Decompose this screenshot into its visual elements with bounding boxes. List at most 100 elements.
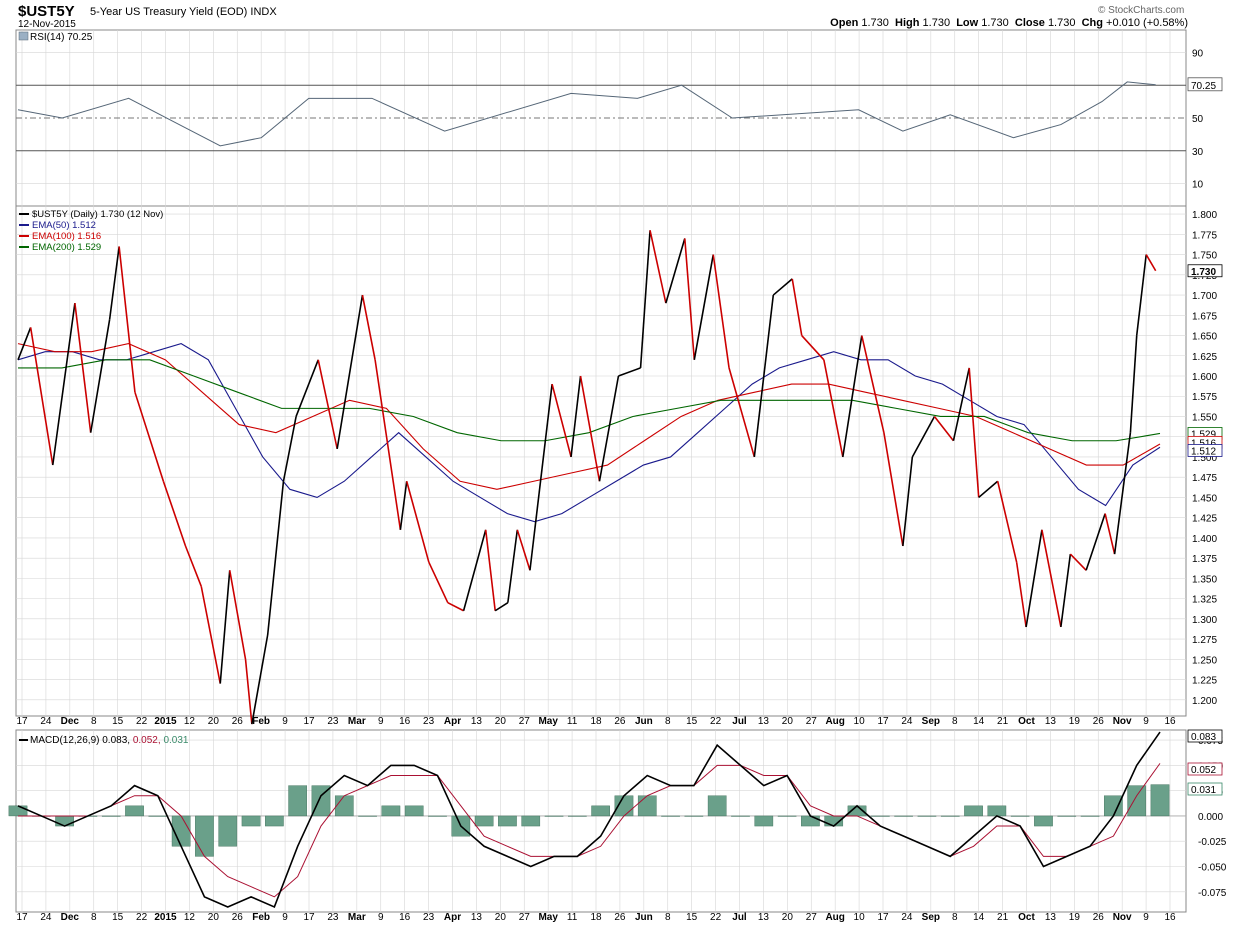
macd-histogram-bar (894, 815, 913, 817)
macd-histogram-bar (1034, 815, 1053, 827)
x-tick-label: 12 (184, 716, 196, 727)
ema50-line (17, 343, 1161, 523)
x-tick-label: 18 (590, 912, 602, 923)
x-tick-label: 20 (782, 716, 794, 727)
x-tick-label: 17 (303, 912, 315, 923)
rsi-legend: RSI(14) 70.25 (18, 31, 93, 43)
price-segment (1015, 562, 1027, 628)
ema100-line (17, 343, 1161, 490)
price-segment (570, 375, 582, 458)
x-tick-label: 23 (423, 912, 435, 923)
price-segment (134, 391, 165, 482)
x-tick-label: Dec (61, 716, 80, 727)
macd-histogram-bar (917, 815, 937, 817)
x-tick-label: 17 (16, 716, 28, 727)
x-tick-label: 10 (854, 716, 866, 727)
price-segment (529, 384, 553, 571)
x-tick-label: 20 (208, 912, 220, 923)
high-label: High (895, 17, 920, 29)
price-segment (1085, 513, 1106, 571)
macd-histogram-bar (195, 815, 214, 857)
price-tick-label: 1.675 (1192, 311, 1217, 322)
x-tick-label: 9 (1143, 716, 1149, 727)
x-tick-label: 10 (854, 912, 866, 923)
price-tick-label: 1.550 (1192, 412, 1217, 423)
price-segment (1113, 432, 1132, 555)
x-tick-label: Jun (635, 716, 653, 727)
price-segment (447, 601, 464, 612)
price-segment (89, 319, 111, 433)
price-segment (374, 359, 402, 530)
price-segment (51, 303, 76, 466)
x-tick-label: 26 (232, 716, 244, 727)
price-segment (17, 327, 32, 361)
x-tick-label: 13 (1045, 912, 1057, 923)
price-segment (184, 545, 203, 587)
x-tick-label: 8 (91, 716, 97, 727)
macd-histogram-bar (707, 795, 727, 817)
rsi-current-box (1187, 77, 1223, 92)
macd-signal-line (18, 763, 1161, 898)
price-tick-label: 1.700 (1192, 291, 1217, 302)
price-segment (693, 254, 715, 360)
price-segment (428, 561, 449, 604)
x-tick-label: Jul (732, 912, 747, 923)
x-tick-label: Jun (635, 912, 653, 923)
macd-layer (8, 731, 1170, 909)
x-tick-label: 26 (614, 912, 626, 923)
signal-value-label-box (1187, 762, 1223, 776)
price-tick-label: 1.800 (1192, 210, 1217, 221)
macd-histogram-bar (731, 815, 750, 817)
high-value: 1.730 (922, 17, 951, 29)
x-tick-label: 20 (782, 912, 794, 923)
price-tick-label: 1.400 (1192, 534, 1217, 545)
x-tick-label: 13 (1045, 716, 1057, 727)
price-legend: $UST5Y (Daily) 1.730 (12 Nov) EMA(50) 1.… (19, 209, 163, 253)
x-tick-label: 16 (399, 912, 411, 923)
price-segment (772, 278, 793, 296)
macd-histogram-bar (964, 805, 983, 817)
macd-value-label: 0.083 (1191, 732, 1216, 743)
x-tick-label: 20 (208, 716, 220, 727)
macd-histogram-bar (777, 815, 797, 817)
price-segment (911, 416, 936, 458)
chart-header: $UST5Y 5-Year US Treasury Yield (EOD) IN… (0, 0, 1240, 30)
ema100-value-label: 1.516 (1191, 438, 1216, 449)
macd-histogram-bar (498, 815, 517, 827)
price-tick-label: 1.750 (1192, 251, 1217, 262)
macd-tick-label: -0.075 (1198, 888, 1227, 899)
x-tick-label: Sep (922, 912, 940, 923)
macd-legend-name: MACD(12,26,9) (30, 735, 99, 746)
macd-tick-label: -0.025 (1198, 837, 1227, 848)
brand-watermark: © StockCharts.com (1098, 5, 1185, 16)
x-tick-label: 27 (806, 716, 818, 727)
macd-histogram-bar (1104, 795, 1123, 817)
price-segment (1104, 513, 1116, 555)
macd-histogram-bar (474, 815, 494, 827)
low-value: 1.730 (981, 17, 1009, 29)
chg-value: +0.010 (+0.58%) (1106, 17, 1188, 29)
x-tick-label: 27 (519, 716, 531, 727)
x-tick-label: 26 (614, 716, 626, 727)
x-tick-label: 9 (378, 912, 384, 923)
macd-histogram-bar (148, 815, 168, 817)
x-tick-label: 21 (997, 912, 1009, 923)
price-segment (1025, 529, 1043, 628)
macd-histogram-bar (311, 785, 331, 817)
hist-value-label: 0.031 (1191, 785, 1216, 796)
x-tick-label: Apr (444, 716, 461, 727)
ema200-legend-text: EMA(200) 1.529 (32, 242, 101, 253)
x-tick-label: 8 (952, 716, 958, 727)
x-tick-label: 13 (471, 716, 483, 727)
macd-legend-line: MACD(12,26,9) 0.083, 0.052, 0.031 (30, 735, 189, 746)
price-tick-label: 1.450 (1192, 493, 1217, 504)
x-tick-label: 11 (567, 716, 578, 727)
x-tick-label: 21 (997, 716, 1009, 727)
x-tick-label: 9 (378, 716, 384, 727)
exchange-label: INDX (250, 6, 277, 18)
macd-value-label-box (1187, 729, 1223, 743)
x-tick-label: Oct (1018, 716, 1035, 727)
hist-value-label-box (1187, 782, 1223, 796)
instrument-name: 5-Year US Treasury Yield (EOD) INDX (90, 6, 277, 18)
macd-histogram-bar (870, 815, 890, 817)
